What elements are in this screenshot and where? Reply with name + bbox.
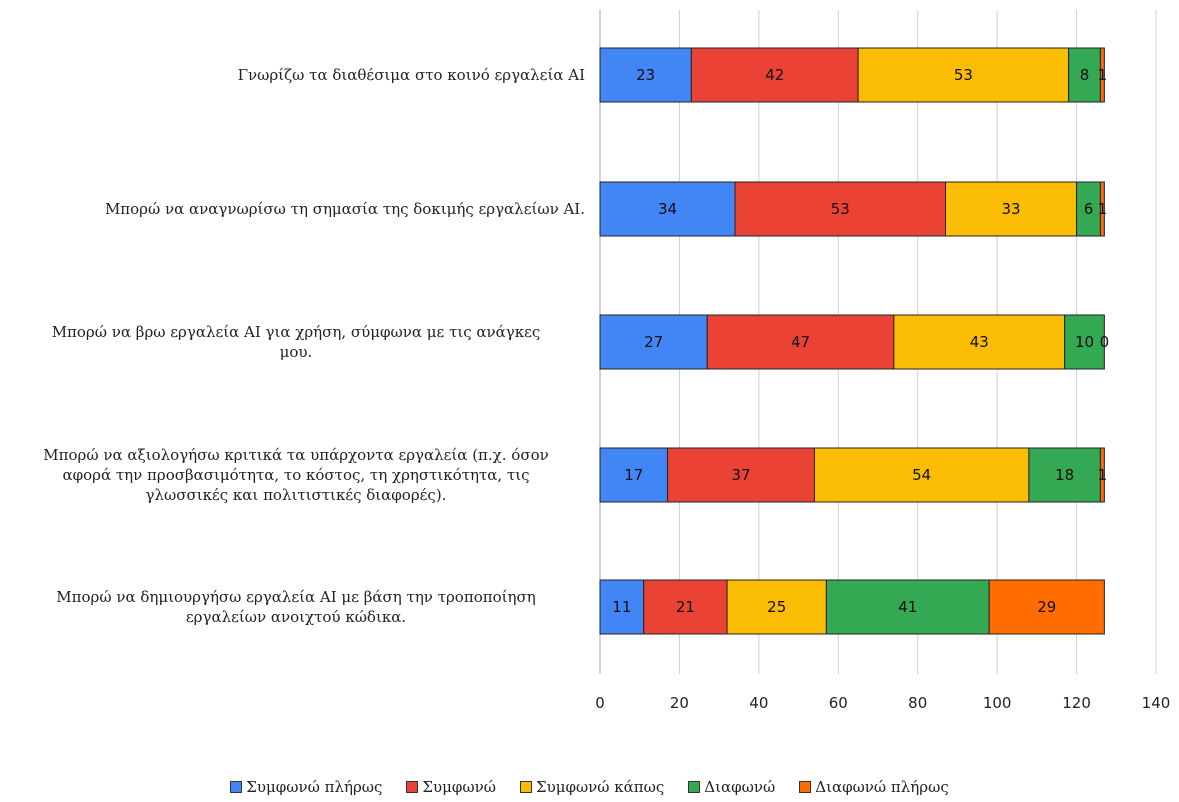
legend-item: Συμφωνώ πλήρως — [230, 778, 382, 796]
data-label: 29 — [1037, 598, 1056, 616]
bar-segment — [599, 47, 692, 103]
legend-swatch — [406, 781, 419, 793]
x-tick-label: 20 — [670, 694, 689, 712]
category-label: Μπορώ να δημιουργήσω εργαλεία AI με βάση… — [56, 588, 535, 626]
x-tick-label: 80 — [908, 694, 927, 712]
legend-swatch — [799, 781, 812, 793]
category-label-line: Μπορώ να βρω εργαλεία AI για χρήση, σύμφ… — [52, 323, 541, 341]
data-label: 42 — [765, 66, 784, 84]
data-label: 37 — [731, 466, 750, 484]
x-tick-label: 140 — [1142, 694, 1171, 712]
category-label: Γνωρίζω τα διαθέσιμα στο κοινό εργαλεία … — [238, 66, 586, 84]
legend-item: Συμφωνώ κάπως — [519, 778, 665, 796]
category-label-line: Μπορώ να δημιουργήσω εργαλεία AI με βάση… — [56, 588, 535, 606]
data-label: 41 — [898, 598, 917, 616]
data-label: 0 — [1100, 333, 1110, 351]
bar-segment — [1099, 47, 1105, 103]
data-label: 21 — [676, 598, 695, 616]
bar-segment — [726, 579, 827, 635]
data-label: 33 — [1001, 200, 1020, 218]
legend-item: Συμφωνώ — [406, 778, 496, 796]
legend-label: Συμφωνώ κάπως — [535, 778, 665, 796]
bar-segment — [734, 181, 947, 237]
x-tick-labels: 0 20 40 60 80 100 120 140 — [595, 694, 1170, 712]
category-label-line: εργαλείων ανοιχτού κώδικα. — [186, 608, 406, 626]
bar-segment — [813, 447, 1030, 503]
bar-segment — [643, 579, 728, 635]
category-label-line: αφορά την προσβασιμότητα, το κόστος, τη … — [62, 466, 529, 484]
data-label: 1 — [1098, 466, 1108, 484]
x-tick-label: 40 — [749, 694, 768, 712]
bar-segment — [1099, 181, 1105, 237]
data-label: 18 — [1055, 466, 1074, 484]
legend-label: Συμφωνώ πλήρως — [246, 778, 383, 796]
data-label: 23 — [636, 66, 655, 84]
legend-label: Διαφωνώ — [704, 778, 776, 796]
bar-segment — [857, 47, 1070, 103]
legend-swatch — [230, 781, 243, 793]
legend-swatch — [519, 781, 532, 793]
category-label: Μπορώ να βρω εργαλεία AI για χρήση, σύμφ… — [52, 323, 541, 361]
category-label-line: Μπορώ να αναγνωρίσω τη σημασία της δοκιμ… — [105, 200, 585, 218]
category-label-line: μου. — [280, 343, 313, 361]
category-label: Μπορώ να αξιολογήσω κριτικά τα υπάρχοντα… — [43, 446, 548, 504]
data-label: 1 — [1098, 200, 1108, 218]
bar-segment — [945, 181, 1078, 237]
data-label: 10 — [1075, 333, 1094, 351]
data-label: 25 — [767, 598, 786, 616]
x-tick-label: 100 — [983, 694, 1012, 712]
data-label: 1 — [1098, 66, 1108, 84]
bar-segment — [1028, 447, 1101, 503]
x-tick-label: 60 — [829, 694, 848, 712]
data-label: 17 — [624, 466, 643, 484]
bar-segment — [667, 447, 815, 503]
legend-label: Συμφωνώ — [422, 778, 496, 796]
bar-segment — [690, 47, 859, 103]
data-label: 34 — [658, 200, 677, 218]
bar-segment — [988, 579, 1105, 635]
legend-swatch — [688, 781, 701, 793]
legend-label: Διαφωνώ πλήρως — [815, 778, 949, 796]
category-label-line: γλωσσικές και πολιτιστικές διαφορές). — [146, 486, 447, 504]
legend-item: Διαφωνώ — [688, 778, 775, 796]
bars: 23 42 53 8 134 53 33 6 127 47 43 10 017 37 54 18 111 21 25… — [599, 47, 1110, 635]
data-label: 43 — [970, 333, 989, 351]
bar-segment — [599, 314, 708, 370]
x-tick-label: 120 — [1062, 694, 1091, 712]
bar-segment — [706, 314, 895, 370]
bar-segment — [599, 447, 669, 503]
data-label: 27 — [644, 333, 663, 351]
x-tick-label: 0 — [595, 694, 605, 712]
category-labels: Γνωρίζω τα διαθέσιμα στο κοινό εργαλεία … — [43, 66, 585, 626]
category-label-line: Μπορώ να αξιολογήσω κριτικά τα υπάρχοντα… — [43, 446, 548, 464]
category-label-line: Γνωρίζω τα διαθέσιμα στο κοινό εργαλεία … — [238, 66, 586, 84]
data-label: 11 — [612, 598, 631, 616]
data-label: 8 — [1080, 66, 1090, 84]
data-label: 47 — [791, 333, 810, 351]
data-label: 53 — [831, 200, 850, 218]
data-label: 6 — [1084, 200, 1094, 218]
bar-segment — [825, 579, 990, 635]
bar-segment — [893, 314, 1066, 370]
legend: Συμφωνώ πλήρως Συμφωνώ Συμφωνώ κάπως Διαφων… — [0, 778, 1179, 796]
legend-item: Διαφωνώ πλήρως — [799, 778, 949, 796]
bar-segment — [1064, 314, 1105, 370]
bar-segment — [599, 579, 645, 635]
data-label: 53 — [954, 66, 973, 84]
category-label: Μπορώ να αναγνωρίσω τη σημασία της δοκιμ… — [105, 200, 585, 218]
data-label: 54 — [912, 466, 931, 484]
bar-segment — [1099, 447, 1105, 503]
